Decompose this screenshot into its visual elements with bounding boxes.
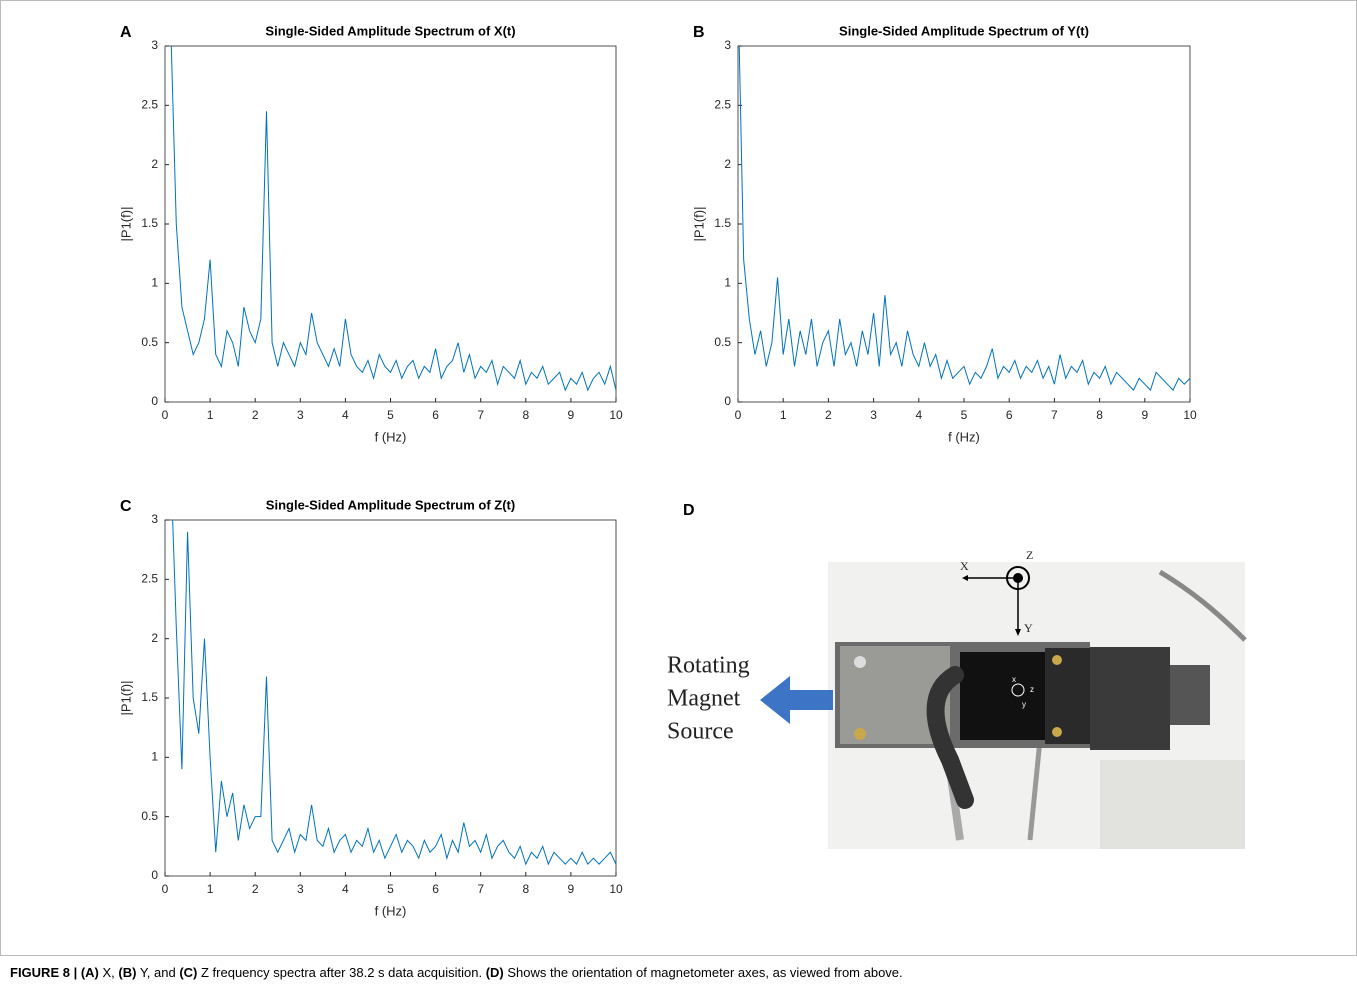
caption-segment: (D) <box>486 965 504 980</box>
caption-segment: Y, and <box>136 965 179 980</box>
source-label: Source <box>667 719 734 745</box>
x-tick-label: 9 <box>1141 408 1148 422</box>
panel-label: B <box>693 24 705 41</box>
x-tick-label: 9 <box>568 882 575 896</box>
x-tick-label: 7 <box>1051 408 1058 422</box>
x-tick-label: 10 <box>609 408 623 422</box>
x-tick-label: 8 <box>1096 408 1103 422</box>
y-tick-label: 3 <box>151 512 158 526</box>
x-tick-label: 8 <box>522 408 529 422</box>
chart-title: Single-Sided Amplitude Spectrum of Z(t) <box>266 497 515 512</box>
spectrum-line <box>170 46 616 392</box>
y-tick-label: 1 <box>151 276 158 290</box>
y-tick-label: 0 <box>724 394 731 408</box>
y-tick-label: 3 <box>151 38 158 52</box>
panel-label: C <box>120 498 132 515</box>
caption: FIGURE 8 | (A) X, (B) Y, and (C) Z frequ… <box>10 965 903 980</box>
chart: A Single-Sided Amplitude Spectrum of X(t)… <box>118 23 623 444</box>
x-tick-label: 0 <box>162 408 169 422</box>
x-tick-label: 7 <box>477 882 484 896</box>
axis-label: X <box>960 559 969 573</box>
x-tick-label: 0 <box>162 882 169 896</box>
x-tick-label: 4 <box>342 882 349 896</box>
y-tick-label: 2.5 <box>141 98 158 112</box>
y-tick-label: 1.5 <box>714 216 731 230</box>
y-tick-label: 0 <box>151 868 158 882</box>
y-axis-label: |P1(f)| <box>691 207 706 242</box>
caption-segment: Z frequency spectra after 38.2 s data ac… <box>197 965 485 980</box>
y-axis-label: |P1(f)| <box>118 681 133 716</box>
x-tick-label: 5 <box>387 882 394 896</box>
x-tick-label: 3 <box>297 882 304 896</box>
x-tick-label: 6 <box>1006 408 1013 422</box>
spectrum-line <box>172 520 616 866</box>
x-tick-label: 10 <box>1183 408 1197 422</box>
panel-label: D <box>683 502 695 519</box>
axis-label: Z <box>1026 548 1033 562</box>
x-tick-label: 10 <box>609 882 623 896</box>
x-tick-label: 6 <box>432 408 439 422</box>
y-tick-label: 1 <box>724 276 731 290</box>
y-axis-label: |P1(f)| <box>118 207 133 242</box>
chart-title: Single-Sided Amplitude Spectrum of Y(t) <box>839 23 1089 38</box>
y-tick-label: 2.5 <box>714 98 731 112</box>
photo <box>828 562 1247 849</box>
x-tick-label: 3 <box>297 408 304 422</box>
x-axis-label: f (Hz) <box>948 429 980 444</box>
x-tick-label: 4 <box>342 408 349 422</box>
x-tick-label: 5 <box>961 408 968 422</box>
x-axis-label: f (Hz) <box>375 903 407 918</box>
plot-area <box>164 519 617 877</box>
source-label: Rotating <box>667 653 750 679</box>
y-tick-label: 0.5 <box>141 809 158 823</box>
sensor-axis-label: x <box>1012 675 1016 684</box>
y-tick-label: 0.5 <box>714 335 731 349</box>
panel-label: A <box>120 24 132 41</box>
y-tick-label: 0 <box>151 394 158 408</box>
x-tick-label: 6 <box>432 882 439 896</box>
chart-title: Single-Sided Amplitude Spectrum of X(t) <box>265 23 515 38</box>
x-tick-label: 1 <box>207 882 214 896</box>
caption-segment: Shows the orientation of magnetometer ax… <box>504 965 903 980</box>
caption-segment: X, <box>99 965 119 980</box>
chart: C Single-Sided Amplitude Spectrum of Z(t)… <box>118 497 623 918</box>
x-tick-label: 3 <box>870 408 877 422</box>
y-tick-label: 2.5 <box>141 572 158 586</box>
caption-segment: FIGURE 8 | (A) <box>10 965 99 980</box>
x-tick-label: 2 <box>825 408 832 422</box>
y-tick-label: 1.5 <box>141 216 158 230</box>
y-tick-label: 3 <box>724 38 731 52</box>
plot-area <box>164 45 617 403</box>
plot-area <box>737 45 1191 403</box>
x-tick-label: 7 <box>477 408 484 422</box>
x-tick-label: 9 <box>568 408 575 422</box>
y-tick-label: 2 <box>151 631 158 645</box>
x-axis-label: f (Hz) <box>375 429 407 444</box>
x-tick-label: 2 <box>252 882 259 896</box>
coordinate-axes <box>962 566 1030 636</box>
x-tick-label: 2 <box>252 408 259 422</box>
x-tick-label: 5 <box>387 408 394 422</box>
y-tick-label: 2 <box>724 157 731 171</box>
axis-label: Y <box>1024 621 1033 635</box>
source-label: Magnet <box>667 686 741 712</box>
caption-segment: (B) <box>118 965 136 980</box>
sensor-axis-label: y <box>1022 700 1026 709</box>
spectrum-line <box>738 46 1190 392</box>
x-tick-label: 4 <box>915 408 922 422</box>
chart: B Single-Sided Amplitude Spectrum of Y(t)… <box>691 23 1197 444</box>
x-tick-label: 1 <box>780 408 787 422</box>
caption-segment: (C) <box>179 965 197 980</box>
y-tick-label: 2 <box>151 157 158 171</box>
x-tick-label: 8 <box>522 882 529 896</box>
x-tick-label: 1 <box>207 408 214 422</box>
sensor-axis-label: z <box>1030 685 1034 694</box>
direction-arrow <box>760 676 833 724</box>
x-tick-label: 0 <box>735 408 742 422</box>
y-tick-label: 1 <box>151 750 158 764</box>
y-tick-label: 0.5 <box>141 335 158 349</box>
y-tick-label: 1.5 <box>141 690 158 704</box>
